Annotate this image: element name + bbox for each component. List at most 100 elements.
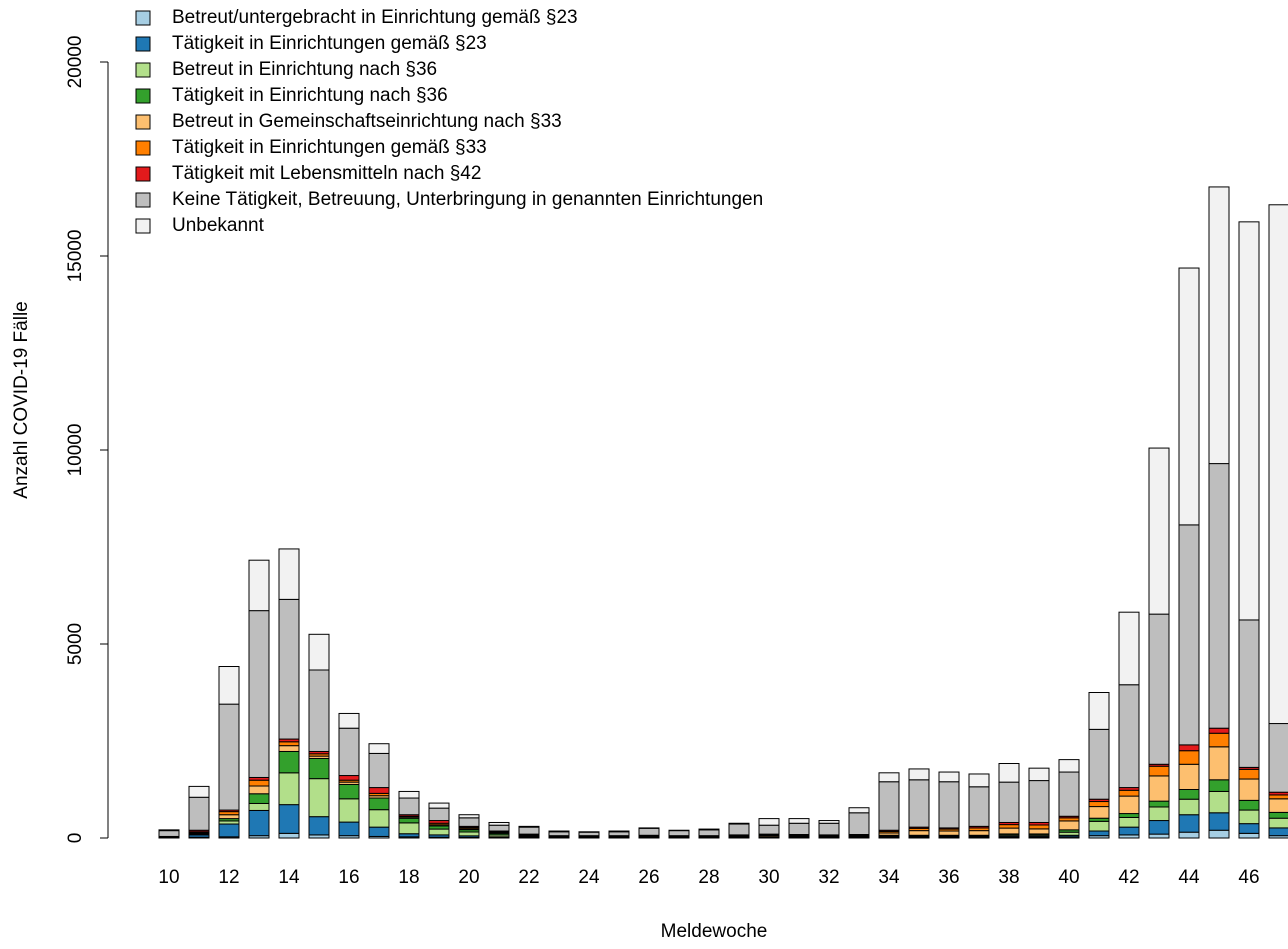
- bar-segment: [1059, 772, 1079, 816]
- bar-segment: [429, 829, 449, 835]
- legend-swatch: [136, 219, 150, 233]
- bar-segment: [969, 831, 989, 836]
- x-tick-label: 36: [938, 867, 959, 888]
- bar-segment: [399, 791, 419, 798]
- bar-segment: [369, 798, 389, 810]
- bar-segment: [1209, 747, 1229, 780]
- bar-segment: [219, 815, 239, 819]
- legend-label: Betreut/untergebracht in Einrichtung gem…: [172, 7, 578, 28]
- bar-segment: [1239, 620, 1259, 767]
- legend-swatch: [136, 141, 150, 155]
- bar-segment: [249, 611, 269, 778]
- bar-segment: [1149, 801, 1169, 807]
- bar-segment: [1029, 781, 1049, 823]
- bar-segment: [1119, 817, 1139, 827]
- bar-segment: [939, 772, 959, 782]
- bar-segment: [309, 817, 329, 835]
- bar-segment: [519, 827, 539, 834]
- bar-segment: [339, 776, 359, 781]
- bar-segment: [1029, 825, 1049, 829]
- bar-segment: [309, 670, 329, 751]
- x-tick-label: 32: [818, 867, 839, 888]
- bar-segment: [969, 787, 989, 827]
- bar-segment: [249, 794, 269, 804]
- bar-segment: [1179, 799, 1199, 815]
- legend-swatch: [136, 11, 150, 25]
- bar-segment: [399, 818, 419, 823]
- bar-segment: [339, 713, 359, 728]
- legend-swatch: [136, 167, 150, 181]
- x-tick-label: 28: [698, 867, 719, 888]
- bar-segment: [219, 704, 239, 810]
- bar-segment: [1179, 751, 1199, 765]
- bar-segment: [699, 830, 719, 836]
- legend-swatch: [136, 193, 150, 207]
- bar-segment: [279, 742, 299, 746]
- y-tick-label: 0: [65, 833, 86, 844]
- bar-segment: [279, 746, 299, 752]
- bar-segment: [339, 822, 359, 836]
- x-tick-label: 22: [518, 867, 539, 888]
- x-tick-label: 24: [578, 867, 600, 888]
- bar-segment: [699, 829, 719, 830]
- bar-segment: [459, 832, 479, 836]
- legend-label: Tätigkeit in Einrichtungen gemäß §33: [172, 137, 487, 158]
- bar-segment: [1209, 733, 1229, 747]
- legend-label: Tätigkeit in Einrichtungen gemäß §23: [172, 33, 487, 54]
- bar-segment: [789, 823, 809, 834]
- legend-label: Tätigkeit mit Lebensmitteln nach §42: [172, 163, 481, 184]
- bar-segment: [999, 782, 1019, 822]
- bar-segment: [1209, 780, 1229, 792]
- bar-segment: [1239, 779, 1259, 800]
- bar-segment: [1089, 807, 1109, 819]
- x-tick-label: 18: [398, 867, 419, 888]
- bar-segment: [819, 823, 839, 835]
- bar-segment: [429, 803, 449, 808]
- bar-segment: [1269, 799, 1288, 813]
- bar-segment: [579, 832, 599, 835]
- y-tick-label: 20000: [65, 36, 86, 89]
- bar-segment: [279, 751, 299, 772]
- bar-segment: [369, 744, 389, 754]
- bar-segment: [549, 831, 569, 832]
- bar-segment: [1209, 187, 1229, 464]
- bar-segment: [369, 827, 389, 836]
- bar-segment: [399, 798, 419, 815]
- bar-segment: [429, 808, 449, 820]
- bar-segment: [219, 824, 239, 837]
- bar-segment: [549, 832, 569, 836]
- x-tick-label: 20: [458, 867, 479, 888]
- bar-segment: [309, 779, 329, 817]
- bar-segment: [1179, 525, 1199, 745]
- bar-segment: [909, 780, 929, 827]
- legend-swatch: [136, 63, 150, 77]
- bar-segment: [249, 786, 269, 794]
- bar-segment: [1149, 834, 1169, 838]
- bar-segment: [189, 786, 209, 797]
- bar-segment: [609, 832, 629, 836]
- bar-segment: [1209, 791, 1229, 812]
- bar-segment: [759, 819, 779, 826]
- y-tick-label: 10000: [65, 424, 86, 477]
- bar-segment: [729, 823, 749, 824]
- bar-segment: [339, 784, 359, 798]
- bar-segment: [879, 773, 899, 782]
- x-tick-label: 40: [1058, 867, 1079, 888]
- legend-label: Betreut in Gemeinschaftseinrichtung nach…: [172, 111, 562, 132]
- bar-segment: [879, 782, 899, 831]
- bar-segment: [189, 797, 209, 830]
- bar-segment: [1089, 729, 1109, 799]
- bar-segment: [309, 634, 329, 670]
- bar-segment: [1209, 830, 1229, 838]
- bar-segment: [819, 821, 839, 824]
- legend-swatch: [136, 115, 150, 129]
- bar-segment: [999, 825, 1019, 828]
- bar-segment: [1149, 776, 1169, 801]
- x-tick-label: 10: [158, 867, 179, 888]
- bar-segment: [369, 753, 389, 787]
- x-tick-label: 34: [878, 867, 900, 888]
- bar-segment: [639, 828, 659, 835]
- bar-segment: [1059, 821, 1079, 830]
- bar-segment: [1239, 824, 1259, 834]
